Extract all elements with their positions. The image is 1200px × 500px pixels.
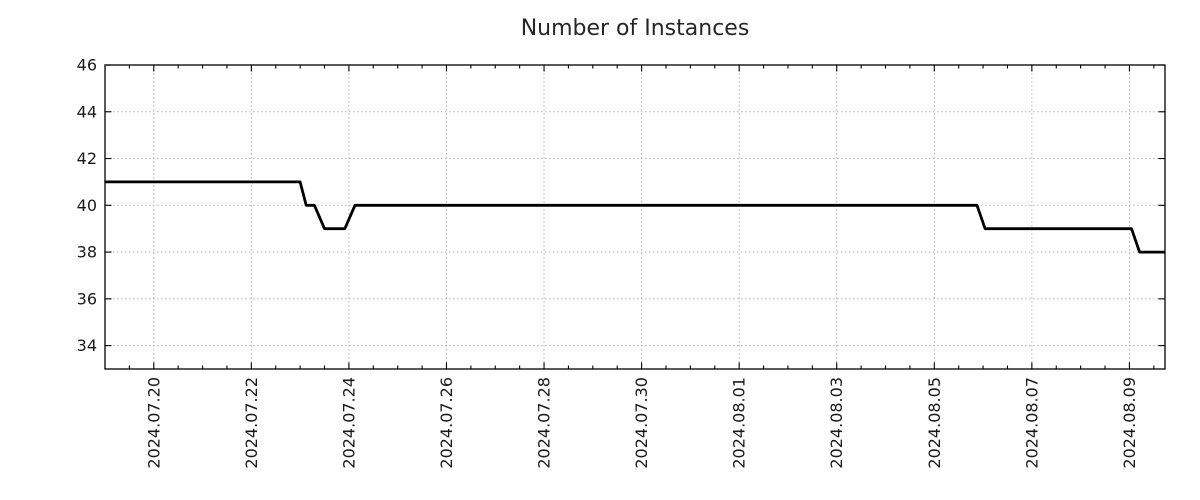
data-line (105, 180, 1165, 254)
y-tick-label: 34 (77, 336, 97, 355)
x-tick-label: 2024.08.01 (730, 377, 749, 469)
x-tick-label: 2024.08.03 (827, 377, 846, 469)
x-tick-label: 2024.07.22 (242, 377, 261, 469)
y-tick-label: 44 (77, 102, 97, 121)
x-tick-label: 2024.07.26 (437, 377, 456, 469)
x-tick-label: 2024.07.20 (144, 377, 163, 469)
x-tick-label: 2024.07.28 (535, 377, 554, 469)
y-tick-label: 38 (77, 243, 97, 262)
chart-title: Number of Instances (520, 16, 750, 41)
plot-border (104, 64, 1166, 370)
x-tick-label: 2024.08.07 (1022, 377, 1041, 469)
y-tick-label: 40 (77, 196, 97, 215)
x-tick-label: 2024.07.24 (339, 377, 358, 469)
x-tick-label: 2024.08.05 (925, 377, 944, 469)
x-tick-label: 2024.08.09 (1120, 377, 1139, 469)
y-tick-label: 42 (77, 149, 97, 168)
y-tick-label: 46 (77, 56, 97, 75)
y-tick-label: 36 (77, 289, 97, 308)
x-tick-label: 2024.07.30 (632, 377, 651, 469)
